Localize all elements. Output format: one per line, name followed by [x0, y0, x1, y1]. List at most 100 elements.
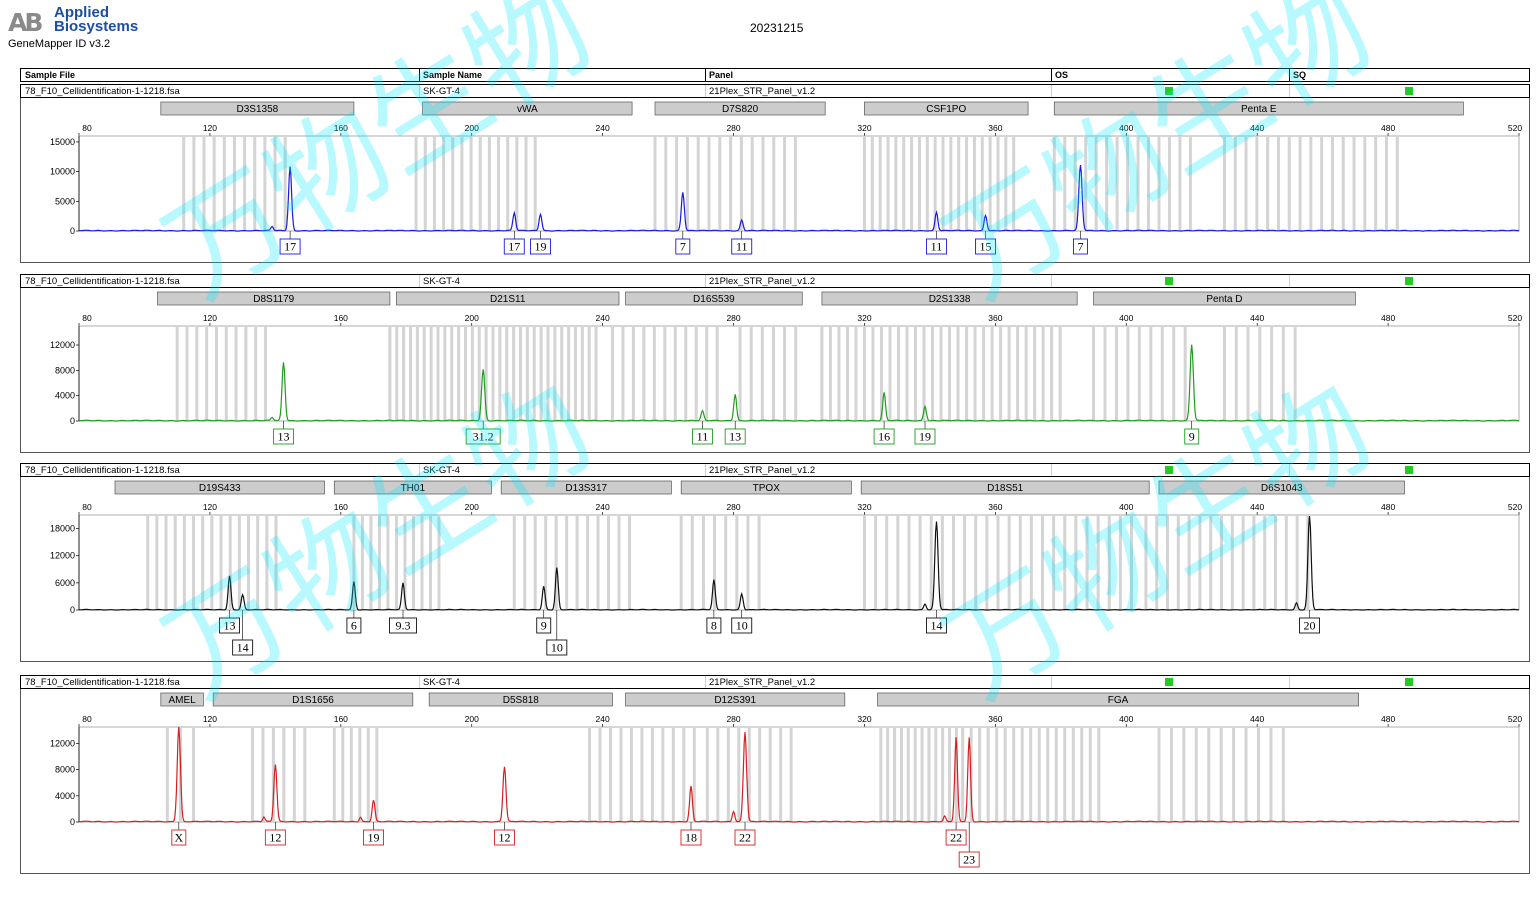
allele-call[interactable]: 9 — [1184, 421, 1200, 445]
allele-call[interactable]: 9 — [536, 610, 552, 634]
trace-red — [78, 726, 1520, 823]
marker-amel[interactable]: AMEL — [160, 692, 204, 707]
marker-d7s820[interactable]: D7S820 — [654, 101, 826, 116]
bin-bar — [1384, 137, 1388, 231]
marker-d18s51[interactable]: D18S51 — [860, 480, 1150, 495]
marker-d5s818[interactable]: D5S818 — [428, 692, 613, 707]
allele-call[interactable]: X — [171, 822, 187, 846]
x-tick-label: 280 — [726, 313, 740, 323]
bin-bar — [907, 516, 911, 610]
marker-d2s1338[interactable]: D2S1338 — [821, 291, 1078, 306]
marker-label: D7S820 — [722, 104, 759, 115]
bin-bar — [920, 728, 924, 822]
marker-d12s391[interactable]: D12S391 — [625, 692, 846, 707]
allele-call[interactable]: 6 — [346, 610, 362, 634]
x-tick-label: 240 — [596, 714, 610, 724]
marker-tpox[interactable]: TPOX — [680, 480, 852, 495]
allele-call[interactable]: 11 — [926, 231, 947, 255]
marker-d8s1179[interactable]: D8S1179 — [157, 291, 391, 306]
marker-d21s11[interactable]: D21S11 — [396, 291, 620, 306]
allele-call[interactable]: 7 — [1073, 231, 1088, 255]
allele-call[interactable]: 9.3 — [389, 610, 417, 634]
allele-call[interactable]: 14 — [926, 610, 947, 634]
allele-call[interactable]: 14 — [232, 610, 254, 656]
bin-bar — [794, 327, 798, 421]
marker-csf1po[interactable]: CSF1PO — [864, 101, 1029, 116]
allele-call[interactable]: 10 — [731, 610, 753, 634]
bin-bar — [918, 516, 922, 610]
bin-bar — [560, 327, 564, 421]
y-tick-label: 5000 — [55, 196, 75, 206]
allele-call[interactable]: 23 — [958, 822, 980, 868]
marker-d3s1358[interactable]: D3S1358 — [160, 101, 355, 116]
marker-label: D5S818 — [503, 695, 540, 706]
allele-call[interactable]: 11 — [692, 421, 713, 445]
bin-bar — [594, 327, 598, 421]
bin-bar — [617, 516, 621, 610]
marker-penta-d[interactable]: Penta D — [1093, 291, 1356, 306]
bin-bar — [980, 137, 984, 231]
marker-label: AMEL — [168, 695, 196, 706]
bin-bar — [505, 327, 509, 421]
allele-label: 23 — [963, 853, 975, 867]
allele-call[interactable]: 13 — [724, 421, 746, 445]
allele-call[interactable]: 13 — [273, 421, 294, 445]
marker-d6s1043[interactable]: D6S1043 — [1158, 480, 1405, 495]
allele-call[interactable]: 20 — [1299, 610, 1320, 634]
allele-call[interactable]: 10 — [546, 610, 568, 656]
bin-bar — [244, 327, 248, 421]
allele-call[interactable]: 22 — [945, 822, 967, 846]
bin-bar — [619, 728, 623, 822]
x-tick-label: 120 — [203, 123, 217, 133]
allele-call[interactable]: 17 — [279, 231, 301, 255]
allele-call[interactable]: 15 — [975, 231, 996, 255]
marker-vwa[interactable]: vWA — [422, 101, 633, 116]
bin-bar — [652, 327, 656, 421]
marker-penta-e[interactable]: Penta E — [1053, 101, 1464, 116]
allele-call[interactable]: 13 — [219, 610, 240, 634]
y-tick-label: 0 — [70, 416, 75, 426]
allele-call[interactable]: 17 — [503, 231, 525, 255]
sample-name-value: SK-GT-4 — [423, 677, 460, 688]
allele-call[interactable]: 12 — [494, 822, 515, 846]
allele-call[interactable]: 7 — [675, 231, 691, 255]
bin-bar — [1137, 327, 1141, 421]
marker-d13s317[interactable]: D13S317 — [500, 480, 672, 495]
allele-call[interactable]: 12 — [264, 822, 286, 846]
allele-call[interactable]: 18 — [680, 822, 702, 846]
bin-bar — [692, 728, 696, 822]
allele-call[interactable]: 31.2 — [465, 421, 501, 445]
bin-bar — [729, 137, 733, 231]
bin-bar — [1222, 137, 1226, 231]
marker-th01[interactable]: TH01 — [333, 480, 492, 495]
allele-call[interactable]: 11 — [731, 231, 753, 255]
x-tick-label: 520 — [1508, 502, 1522, 512]
bin-bar — [673, 327, 677, 421]
x-tick-label: 440 — [1250, 502, 1264, 512]
x-tick-label: 80 — [82, 714, 92, 724]
allele-call[interactable]: 16 — [873, 421, 895, 445]
bin-bar — [173, 516, 177, 610]
allele-call[interactable]: 19 — [530, 231, 551, 255]
bin-bar — [1052, 137, 1056, 231]
bin-bar — [411, 516, 415, 610]
marker-fga[interactable]: FGA — [877, 692, 1359, 707]
allele-label: 14 — [237, 641, 249, 655]
x-tick-label: 200 — [465, 313, 479, 323]
allele-call[interactable]: 19 — [363, 822, 384, 846]
marker-d19s433[interactable]: D19S433 — [114, 480, 325, 495]
allele-call[interactable]: 8 — [706, 610, 722, 634]
allele-call[interactable]: 19 — [914, 421, 936, 445]
plot-svg-blue: D3S1358 vWA D7S820 CSF1PO Penta E 80 120 160 200… — [50, 101, 1522, 255]
bin-bar — [457, 327, 461, 421]
marker-d16s539[interactable]: D16S539 — [625, 291, 803, 306]
marker-d1s1656[interactable]: D1S1656 — [212, 692, 414, 707]
marker-label: Penta E — [1241, 104, 1277, 115]
bin-bar — [931, 327, 935, 421]
allele-call[interactable]: 22 — [734, 822, 756, 846]
bin-bar — [1276, 137, 1280, 231]
bin-bar — [222, 137, 226, 231]
bin-bar — [195, 327, 199, 421]
bin-bar — [1258, 327, 1262, 421]
